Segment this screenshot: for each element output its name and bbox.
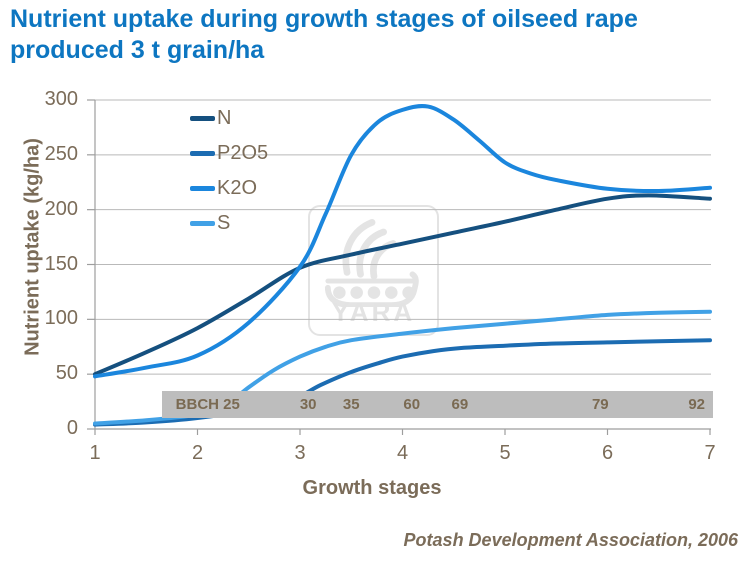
chart-title-line1: Nutrient uptake during growth stages of … — [10, 5, 638, 33]
bbch-label-69: 69 — [451, 396, 469, 413]
x-tick-label-4: 4 — [396, 442, 409, 464]
y-tick-label-100: 100 — [44, 307, 78, 330]
x-tick-label-7: 7 — [704, 442, 716, 464]
source-attribution: Potash Development Association, 2006 — [403, 530, 738, 550]
yara-ship-icon — [324, 219, 419, 308]
y-tick-label-250: 250 — [44, 142, 78, 165]
x-axis-title: Growth stages — [302, 477, 442, 499]
bbch-label-92: 92 — [688, 396, 706, 413]
legend-item-N: N — [190, 101, 268, 136]
bbch-scale-bar: BBCH 25 30 35 60 69 79 92 — [162, 391, 713, 418]
legend-swatch-N — [190, 116, 215, 121]
bbch-label-35: 35 — [342, 396, 360, 413]
legend-item-P2O5: P2O5 — [190, 136, 268, 171]
y-tick-label-150: 150 — [44, 252, 78, 275]
series-curve-N — [93, 193, 712, 377]
x-tick-label-5: 5 — [499, 442, 511, 464]
y-tick-label-300: 300 — [44, 88, 78, 110]
bbch-label-79: 79 — [591, 396, 609, 413]
yara-watermark-text: YARA — [331, 297, 416, 327]
legend: N P2O5 K2O S — [190, 101, 268, 241]
bbch-label-bbch-25: BBCH 25 — [175, 396, 240, 413]
x-tick-label-1: 1 — [89, 442, 101, 464]
legend-item-K2O: K2O — [190, 171, 268, 206]
series-curve-K2O — [93, 104, 712, 379]
bbch-label-60: 60 — [403, 396, 421, 413]
y-tick-label-200: 200 — [44, 197, 78, 220]
legend-label-N: N — [217, 107, 232, 129]
chart-title: Nutrient uptake during growth stages of … — [10, 4, 638, 66]
legend-label-K2O: K2O — [217, 177, 258, 199]
y-tick-label-50: 50 — [55, 362, 78, 385]
legend-swatch-P2O5 — [190, 151, 215, 156]
x-tick-label-6: 6 — [601, 442, 614, 464]
legend-label-P2O5: P2O5 — [217, 142, 269, 164]
bbch-label-30: 30 — [299, 396, 317, 413]
legend-item-S: S — [190, 206, 268, 241]
y-tick-label-0: 0 — [66, 417, 78, 439]
yara-watermark: YARA — [308, 205, 439, 336]
x-tick-label-2: 2 — [191, 442, 204, 464]
legend-swatch-S — [190, 221, 215, 226]
legend-swatch-K2O — [190, 186, 215, 191]
x-tick-label-3: 3 — [294, 442, 306, 464]
legend-label-S: S — [217, 212, 231, 234]
chart-title-line2: produced 3 t grain/ha — [10, 36, 265, 64]
